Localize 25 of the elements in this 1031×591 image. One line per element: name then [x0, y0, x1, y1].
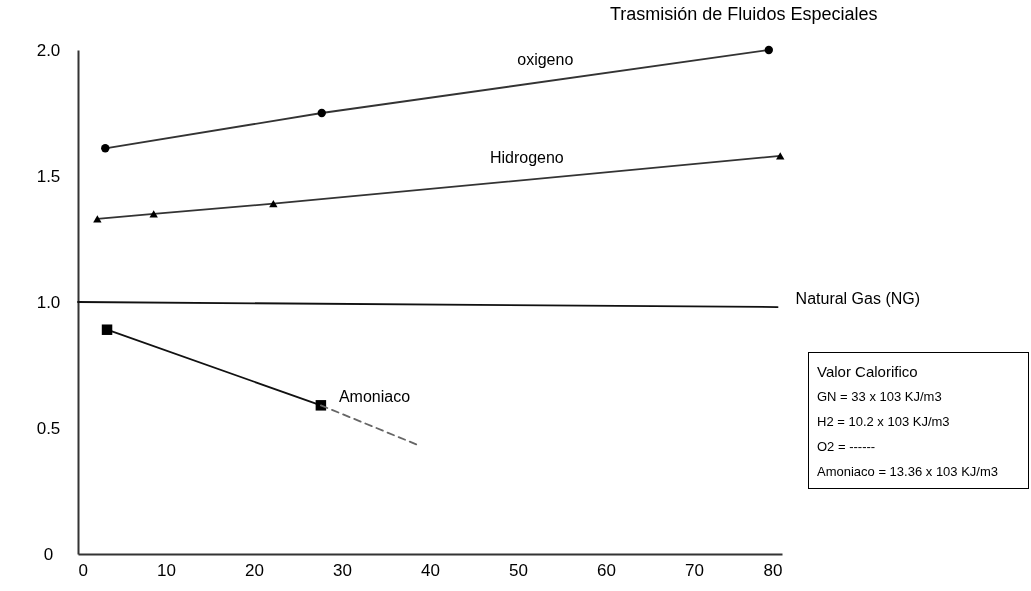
text: Valor Calorifico: [817, 362, 919, 382]
x-tick-label: 40: [421, 560, 440, 580]
series-label: oxigeno: [517, 50, 574, 68]
y-tick-label: 2.0: [36, 40, 61, 60]
chart-title: Trasmisión de Fluidos Especiales: [610, 4, 878, 25]
y-tick-label: 0.5: [36, 418, 61, 438]
text: O2 = ------: [817, 438, 877, 456]
text: H2 = 10.2 x 103 KJ/m3: [817, 413, 951, 431]
text: Amoniaco = 13.36 x 103 KJ/m3: [817, 463, 1000, 481]
x-tick-label: 30: [333, 560, 352, 580]
series-label: Hidrogeno: [489, 148, 564, 166]
x-tick-label: 0: [78, 560, 88, 580]
x-tick-label: 10: [157, 560, 176, 580]
x-tick-label: 80: [763, 560, 783, 580]
point: [101, 324, 113, 335]
x-tick-label: 50: [509, 560, 528, 580]
series-label: Amoniaco: [338, 388, 411, 406]
text: GN = 33 x 103 KJ/m3: [817, 388, 943, 406]
y-tick-label: 1.0: [36, 292, 61, 312]
series-label: Natural Gas (NG): [795, 290, 921, 308]
x-tick-label: 20: [245, 560, 264, 580]
x-tick-label: 70: [685, 560, 704, 580]
y-tick-label: 1.5: [36, 166, 61, 186]
y-tick-label: 0: [43, 544, 54, 564]
x-tick-label: 60: [597, 560, 616, 580]
